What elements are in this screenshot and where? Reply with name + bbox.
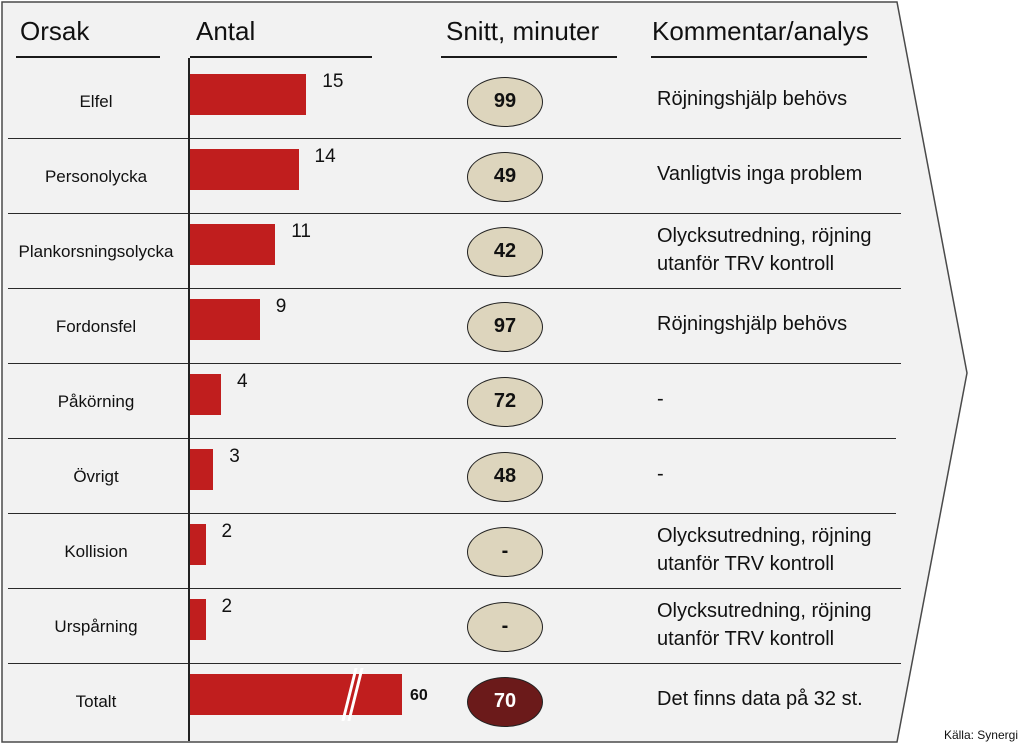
avg-minutes-oval: 48 bbox=[467, 451, 543, 502]
bar-value-label: 11 bbox=[291, 221, 311, 242]
bar-value-label: 3 bbox=[229, 446, 240, 467]
bar bbox=[190, 449, 214, 490]
comment-text: Det finns data på 32 st. bbox=[657, 685, 917, 713]
bar-value-label: 2 bbox=[221, 521, 233, 542]
bar bbox=[190, 374, 221, 415]
bar bbox=[190, 599, 206, 640]
header-kommentar: Kommentar/analys bbox=[652, 16, 869, 46]
bar bbox=[190, 674, 402, 715]
category-label: Plankorsningsolycka bbox=[18, 241, 174, 261]
bar-axis-line bbox=[188, 58, 190, 741]
avg-minutes-oval: 97 bbox=[467, 301, 543, 352]
comment-line: Olycksutredning, röjning bbox=[657, 599, 872, 622]
row-divider bbox=[8, 588, 901, 589]
category-label: Personolycka bbox=[44, 166, 148, 186]
bar bbox=[190, 74, 307, 115]
source-note: Källa: Synergi bbox=[943, 728, 1018, 742]
comment-line: utanför TRV kontroll bbox=[657, 627, 835, 650]
category-label: Påkörning bbox=[57, 391, 135, 411]
avg-minutes-oval: 42 bbox=[467, 226, 543, 277]
bar bbox=[190, 224, 276, 265]
row-divider bbox=[8, 513, 896, 514]
row-divider bbox=[8, 288, 901, 289]
bar-value-label: 15 bbox=[322, 71, 344, 92]
bar-value-label: 14 bbox=[314, 146, 336, 167]
comment-text: Röjningshjälp behövs bbox=[657, 85, 917, 113]
comment-line: Olycksutredning, röjning bbox=[657, 524, 872, 547]
comment-text: Olycksutredning, röjning utanför TRV kont… bbox=[657, 222, 917, 278]
comment-line: Röjningshjälp behövs bbox=[657, 87, 848, 110]
bar-value-label: 4 bbox=[237, 371, 248, 392]
header-antal: Antal bbox=[196, 16, 256, 46]
header-orsak: Orsak bbox=[20, 16, 90, 46]
comment-line: Det finns data på 32 st. bbox=[657, 687, 863, 710]
category-label: Kollision bbox=[64, 541, 128, 561]
row-divider bbox=[8, 213, 901, 214]
comment-text: Olycksutredning, röjning utanför TRV kont… bbox=[657, 597, 917, 653]
bar bbox=[190, 149, 299, 190]
comment-text: - bbox=[657, 460, 917, 488]
header-underline-antal bbox=[190, 56, 372, 58]
comment-text: Röjningshjälp behövs bbox=[657, 310, 917, 338]
bar-value-label: 9 bbox=[275, 296, 287, 317]
avg-minutes-oval: - bbox=[467, 601, 543, 652]
bar-value-label: 60 bbox=[410, 687, 428, 704]
header-underline-snitt bbox=[441, 56, 617, 58]
bar-value-label: 2 bbox=[221, 596, 233, 617]
comment-line: utanför TRV kontroll bbox=[657, 252, 835, 275]
header-underline-kommentar bbox=[651, 56, 867, 58]
category-label: Elfel bbox=[79, 91, 113, 111]
comment-line: Röjningshjälp behövs bbox=[657, 312, 848, 335]
comment-line: Vanligtvis inga problem bbox=[657, 162, 863, 185]
avg-minutes-oval: 49 bbox=[467, 151, 543, 202]
comment-line: Olycksutredning, röjning bbox=[657, 224, 872, 247]
comment-line: - bbox=[657, 462, 664, 485]
category-label: Fordonsfel bbox=[55, 316, 137, 336]
row-divider bbox=[8, 138, 901, 139]
comment-line: utanför TRV kontroll bbox=[657, 552, 835, 575]
comment-line: - bbox=[657, 387, 664, 410]
avg-minutes-oval: 70 bbox=[467, 676, 543, 727]
avg-minutes-oval: 99 bbox=[467, 76, 543, 127]
row-divider bbox=[8, 438, 896, 439]
comment-text: Vanligtvis inga problem bbox=[657, 160, 917, 188]
category-label: Övrigt bbox=[73, 466, 119, 486]
bar bbox=[190, 524, 206, 565]
row-divider bbox=[8, 363, 901, 364]
comment-text: - bbox=[657, 385, 917, 413]
avg-minutes-oval: - bbox=[467, 526, 543, 577]
row-divider bbox=[8, 663, 901, 664]
category-label: Totalt bbox=[75, 691, 117, 711]
category-label: Urspårning bbox=[54, 616, 138, 636]
header-snitt: Snitt, minuter bbox=[446, 16, 600, 46]
comment-text: Olycksutredning, röjning utanför TRV kont… bbox=[657, 522, 917, 578]
header-underline-orsak bbox=[16, 56, 160, 58]
bar bbox=[190, 299, 260, 340]
avg-minutes-oval: 72 bbox=[467, 376, 543, 427]
